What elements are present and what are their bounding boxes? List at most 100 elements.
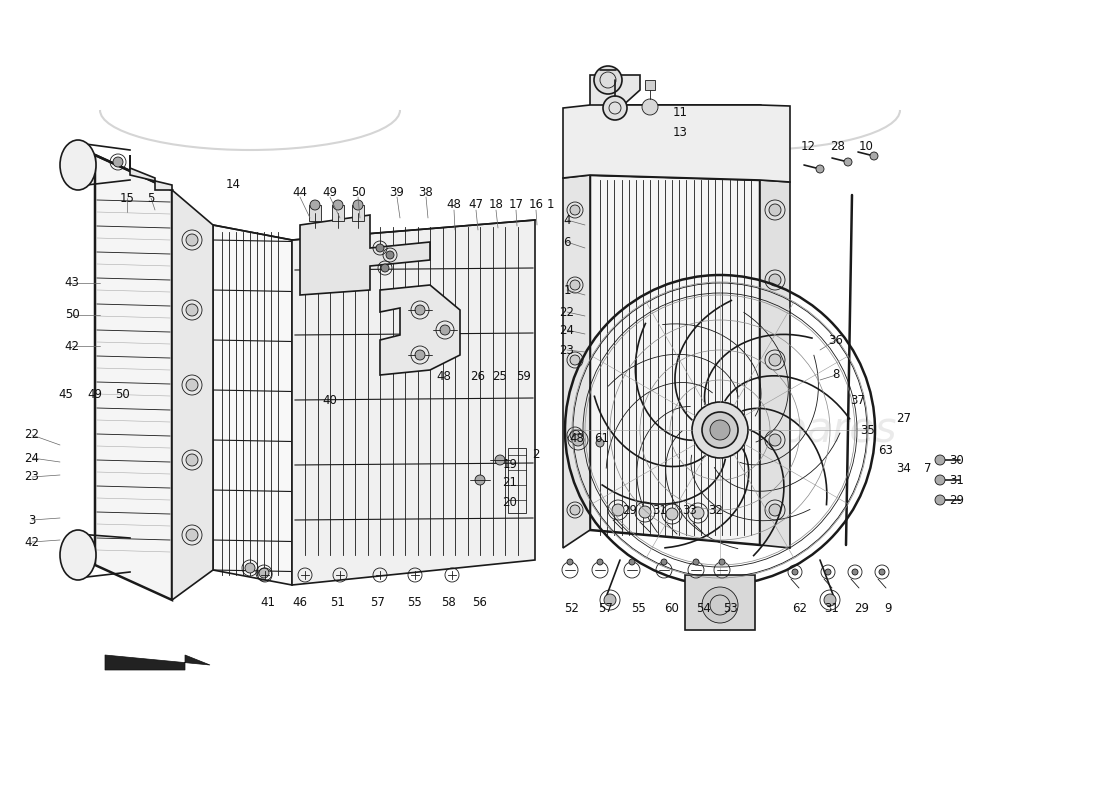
Text: 5: 5: [147, 191, 155, 205]
Ellipse shape: [60, 140, 96, 190]
Text: 8: 8: [833, 369, 839, 382]
Circle shape: [570, 430, 580, 440]
Text: 7: 7: [924, 462, 932, 474]
Text: 1: 1: [563, 283, 571, 297]
Circle shape: [879, 569, 886, 575]
Text: 52: 52: [564, 602, 580, 614]
Text: 41: 41: [261, 595, 275, 609]
Polygon shape: [590, 175, 760, 545]
Circle shape: [333, 200, 343, 210]
Ellipse shape: [60, 530, 96, 580]
Circle shape: [639, 506, 651, 518]
Polygon shape: [685, 575, 755, 630]
Text: 27: 27: [896, 411, 912, 425]
Text: 10: 10: [859, 139, 873, 153]
Circle shape: [440, 325, 450, 335]
Circle shape: [495, 455, 505, 465]
Circle shape: [702, 412, 738, 448]
Text: 23: 23: [560, 343, 574, 357]
Text: 48: 48: [437, 370, 451, 382]
Bar: [309, 205, 321, 221]
Text: 45: 45: [58, 387, 74, 401]
Polygon shape: [213, 225, 292, 585]
Circle shape: [693, 559, 698, 565]
Circle shape: [603, 96, 627, 120]
Text: 19: 19: [503, 458, 517, 470]
Circle shape: [769, 504, 781, 516]
Text: 39: 39: [389, 186, 405, 198]
Text: 48: 48: [447, 198, 461, 211]
Circle shape: [935, 455, 945, 465]
Circle shape: [566, 559, 573, 565]
Text: 24: 24: [560, 323, 574, 337]
Text: 32: 32: [708, 503, 724, 517]
Text: 51: 51: [331, 595, 345, 609]
Polygon shape: [172, 190, 213, 600]
Polygon shape: [563, 105, 790, 182]
Text: 29: 29: [623, 503, 638, 517]
Text: 29: 29: [855, 602, 869, 614]
Text: 9: 9: [884, 602, 892, 614]
Circle shape: [642, 99, 658, 115]
Circle shape: [596, 439, 604, 447]
Circle shape: [692, 402, 748, 458]
Polygon shape: [104, 655, 210, 670]
Polygon shape: [292, 220, 535, 585]
Circle shape: [629, 559, 635, 565]
Text: eurospares: eurospares: [663, 409, 896, 451]
Text: 35: 35: [860, 423, 876, 437]
Text: 46: 46: [293, 595, 308, 609]
Text: 37: 37: [850, 394, 866, 406]
Circle shape: [710, 420, 730, 440]
Circle shape: [245, 563, 255, 573]
Circle shape: [792, 569, 798, 575]
Circle shape: [258, 568, 270, 578]
Text: 1: 1: [547, 198, 553, 211]
Text: 15: 15: [120, 191, 134, 205]
Circle shape: [769, 434, 781, 446]
Text: 48: 48: [570, 431, 584, 445]
Text: 22: 22: [560, 306, 574, 318]
Bar: [352, 205, 364, 221]
Text: 62: 62: [792, 602, 807, 614]
Circle shape: [186, 454, 198, 466]
Text: 59: 59: [517, 370, 531, 382]
Text: 50: 50: [65, 309, 79, 322]
Text: 58: 58: [441, 595, 455, 609]
Text: 25: 25: [493, 370, 507, 382]
Polygon shape: [590, 75, 640, 108]
Text: 14: 14: [226, 178, 241, 191]
Text: 22: 22: [24, 429, 40, 442]
Circle shape: [661, 559, 667, 565]
Polygon shape: [563, 175, 590, 548]
Text: 11: 11: [672, 106, 688, 118]
Text: 50: 50: [114, 387, 130, 401]
Circle shape: [572, 434, 584, 446]
Text: 55: 55: [407, 595, 421, 609]
Circle shape: [666, 508, 678, 520]
Text: 53: 53: [723, 602, 737, 614]
Text: 31: 31: [825, 602, 839, 614]
Circle shape: [186, 529, 198, 541]
Circle shape: [692, 507, 704, 519]
Text: 55: 55: [630, 602, 646, 614]
Circle shape: [597, 559, 603, 565]
Text: 57: 57: [598, 602, 614, 614]
Circle shape: [594, 66, 621, 94]
Circle shape: [186, 234, 198, 246]
Bar: [508, 448, 526, 513]
Text: 47: 47: [469, 198, 484, 211]
Text: 31: 31: [652, 503, 668, 517]
Text: 50: 50: [351, 186, 365, 198]
Polygon shape: [130, 155, 172, 190]
Polygon shape: [760, 180, 790, 548]
Text: 49: 49: [322, 186, 338, 198]
Text: 24: 24: [24, 451, 40, 465]
Circle shape: [612, 504, 624, 516]
Bar: [645, 80, 654, 90]
Text: 23: 23: [24, 470, 40, 483]
Text: 28: 28: [830, 139, 846, 153]
Text: 13: 13: [672, 126, 688, 138]
Text: 29: 29: [949, 494, 965, 506]
Circle shape: [844, 158, 852, 166]
